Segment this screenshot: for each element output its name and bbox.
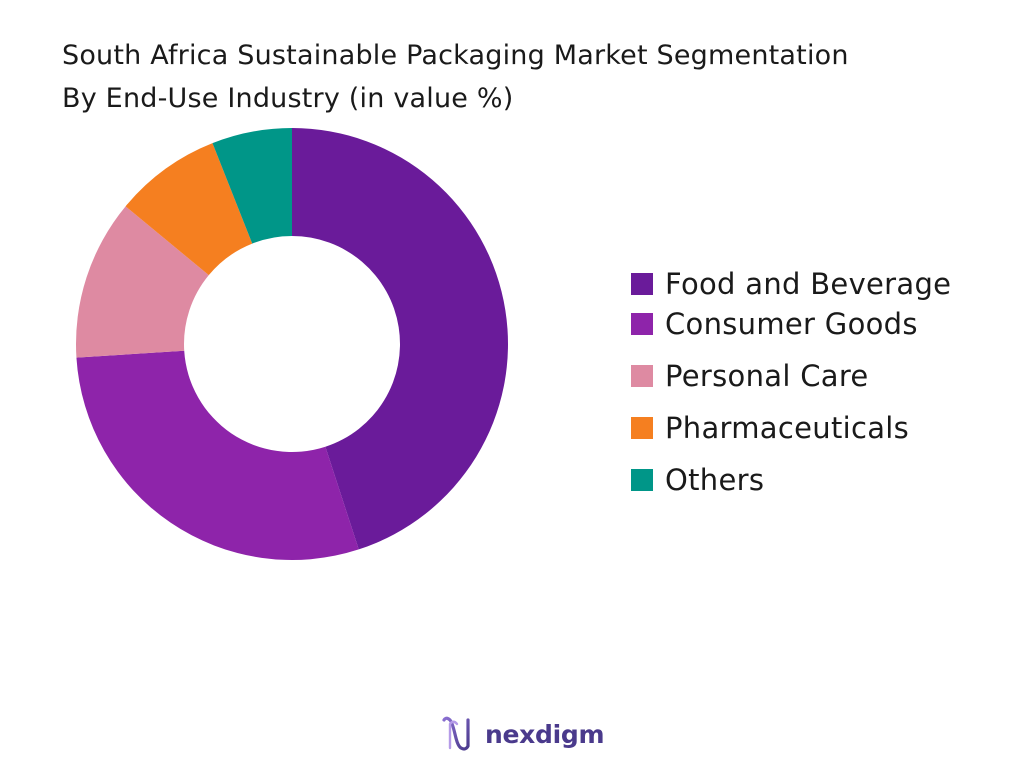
chart-title-line-2: By End-Use Industry (in value %) bbox=[62, 83, 514, 114]
legend-item-food-and-beverage: Food and Beverage bbox=[631, 264, 951, 304]
slice-food-and-beverage bbox=[292, 128, 509, 550]
slice-personal-care bbox=[76, 206, 209, 358]
legend-item-consumer-goods: Consumer Goods bbox=[631, 304, 951, 344]
slice-consumer-goods bbox=[76, 350, 359, 561]
legend-swatch-others bbox=[631, 469, 653, 491]
legend-label-consumer-goods: Consumer Goods bbox=[665, 307, 918, 341]
chart-title-line-1: South Africa Sustainable Packaging Marke… bbox=[62, 40, 849, 71]
legend-swatch-food-and-beverage bbox=[631, 273, 653, 295]
chart-title: South Africa Sustainable Packaging Marke… bbox=[62, 34, 1002, 120]
legend-label-food-and-beverage: Food and Beverage bbox=[665, 267, 952, 301]
legend-label-others: Others bbox=[665, 463, 765, 497]
legend-item-others: Others bbox=[631, 460, 951, 500]
legend-item-pharmaceuticals: Pharmaceuticals bbox=[631, 408, 951, 448]
legend-swatch-consumer-goods bbox=[631, 313, 653, 335]
slice-others bbox=[212, 128, 292, 244]
brand-name: nexdigm bbox=[485, 719, 605, 749]
nexdigm-logo-icon bbox=[442, 716, 470, 751]
legend-swatch-pharmaceuticals bbox=[631, 417, 653, 439]
legend-item-personal-care: Personal Care bbox=[631, 356, 951, 396]
donut-chart bbox=[76, 128, 509, 561]
legend-label-pharmaceuticals: Pharmaceuticals bbox=[665, 411, 910, 445]
chart-legend: Food and Beverage Consumer Goods Personal … bbox=[631, 264, 951, 512]
nexdigm-logo: nexdigm bbox=[441, 714, 605, 754]
legend-label-personal-care: Personal Care bbox=[665, 359, 869, 393]
slice-pharmaceuticals bbox=[125, 143, 253, 276]
legend-swatch-personal-care bbox=[631, 365, 653, 387]
